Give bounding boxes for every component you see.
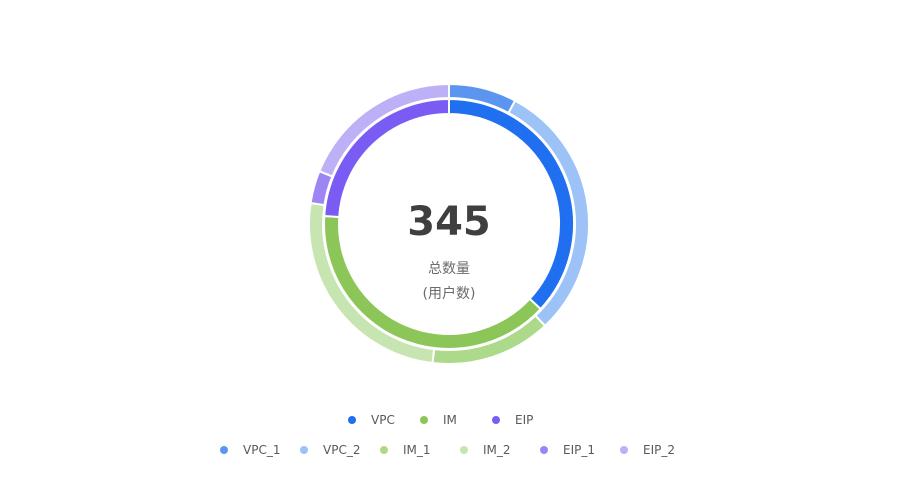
legend-label-im-2: IM_2 [483, 443, 511, 457]
legend-label-eip: EIP [515, 413, 533, 427]
legend-marker-im [420, 416, 428, 424]
legend-label-vpc: VPC [371, 413, 395, 427]
legend-item-eip[interactable]: EIP [492, 413, 533, 427]
legend-marker-vpc [348, 416, 356, 424]
legend-item-eip-2[interactable]: EIP_2 [620, 443, 675, 457]
center-total-value: 345 [407, 199, 491, 245]
legend-marker-eip-2 [620, 446, 628, 454]
legend-item-im[interactable]: IM [420, 413, 457, 427]
legend-marker-im-1 [380, 446, 388, 454]
legend-marker-eip-1 [540, 446, 548, 454]
legend-item-vpc-1[interactable]: VPC_1 [220, 443, 280, 457]
center-label-line1: 总数量 [428, 261, 470, 277]
inner-ring [323, 97, 575, 350]
legend-item-eip-1[interactable]: EIP_1 [540, 443, 595, 457]
legend-label-eip-1: EIP_1 [563, 443, 595, 457]
legend: VPC IM EIP VPC_1 VPC_2 IM_1 IM_2 EIP_1 EIP_2 [220, 413, 675, 457]
legend-label-eip-2: EIP_2 [643, 443, 675, 457]
legend-item-vpc-2[interactable]: VPC_2 [300, 443, 360, 457]
legend-item-im-2[interactable]: IM_2 [460, 443, 511, 457]
legend-marker-eip [492, 416, 500, 424]
legend-marker-im-2 [460, 446, 468, 454]
legend-item-im-1[interactable]: IM_1 [380, 443, 431, 457]
legend-label-vpc-2: VPC_2 [323, 443, 360, 457]
inner-slice-eip[interactable] [323, 97, 450, 219]
center-label-line2: (用户数) [423, 285, 476, 302]
legend-marker-vpc-2 [300, 446, 308, 454]
legend-label-im-1: IM_1 [403, 443, 431, 457]
legend-marker-vpc-1 [220, 446, 228, 454]
legend-item-vpc[interactable]: VPC [348, 413, 395, 427]
legend-label-vpc-1: VPC_1 [243, 443, 280, 457]
legend-label-im: IM [443, 413, 457, 427]
